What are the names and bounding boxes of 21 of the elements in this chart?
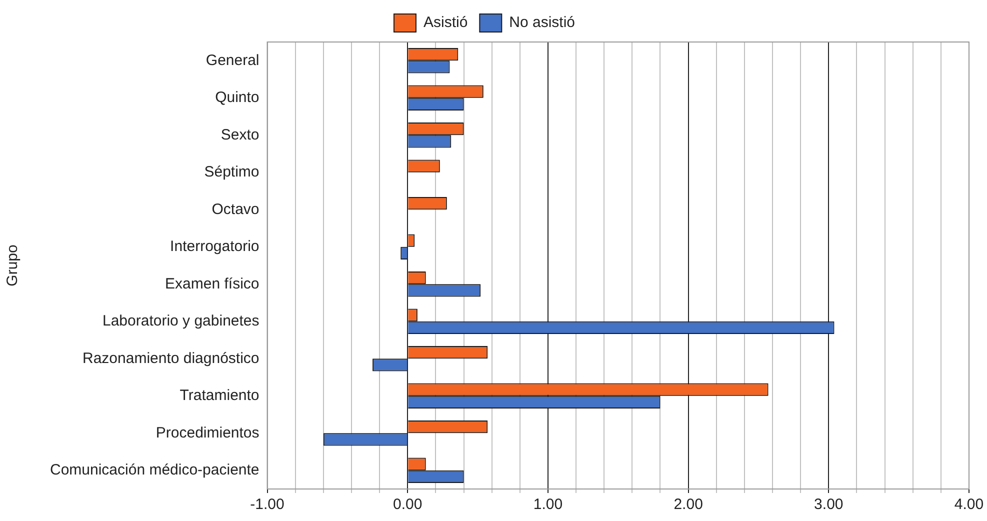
y-tick-label: Quinto [215, 89, 260, 106]
y-tick-label: General [206, 52, 260, 69]
x-tick-label: 4.00 [954, 496, 984, 514]
y-tick-label: Razonamiento diagnóstico [82, 350, 260, 367]
x-tick-label: -1.00 [250, 496, 284, 514]
y-tick-label: Interrogatorio [170, 238, 260, 256]
y-tick-label: Procedimientos [156, 424, 260, 442]
x-tick-label: 1.00 [533, 496, 563, 514]
x-tick-label: 3.00 [814, 496, 844, 514]
y-tick-label: Sexto [220, 126, 260, 144]
y-tick-label: Examen físico [165, 275, 260, 292]
y-tick-label: Tratamiento [180, 387, 260, 404]
y-tick-label: Séptimo [204, 164, 260, 181]
y-tick-label: Comunicación médico-paciente [50, 462, 260, 479]
y-tick-label: Octavo [212, 200, 260, 218]
y-axis-title: Grupo [4, 244, 22, 286]
x-tick-label: 0.00 [393, 496, 422, 514]
y-tick-label: Laboratorio y gabinetes [102, 312, 260, 330]
x-tick-label: 2.00 [674, 496, 703, 514]
legend-label: Asistió [423, 14, 468, 32]
legend-label: No asistió [509, 14, 576, 32]
